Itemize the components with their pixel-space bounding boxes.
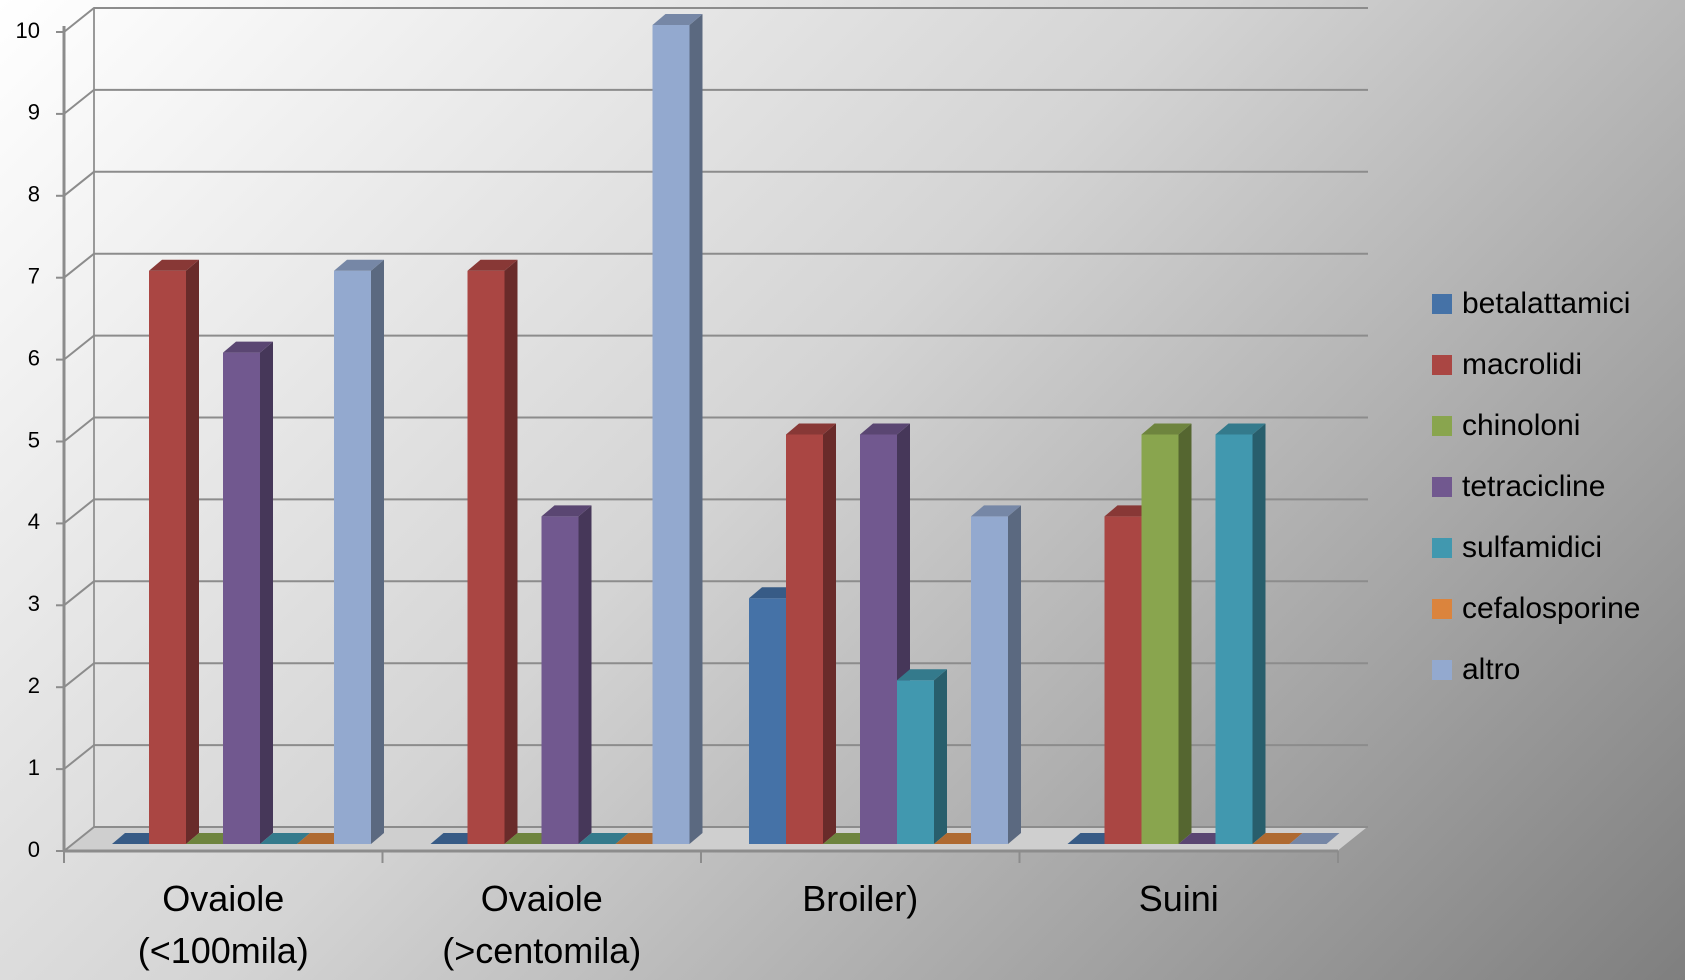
grid-line [63,252,1368,279]
bar-front [897,680,934,844]
grid-line [63,416,1368,443]
bar [971,505,1021,844]
bar [260,833,310,844]
bar-front [860,434,897,844]
bar-side [504,259,518,844]
bar-top [260,833,310,844]
bar [897,669,947,844]
x-tick-label: Ovaiole (<100mila) [137,878,309,971]
legend-label: sulfamidici [1462,531,1602,564]
legend-label: chinoloni [1462,409,1580,442]
bar-top [897,669,947,681]
bar-top [1215,423,1266,435]
grid-line [63,580,1368,607]
bar-top [223,341,273,353]
bar-front [652,25,690,844]
bar-front [786,434,823,844]
bar-top [1289,833,1340,844]
bar-side [823,423,836,844]
bar-top [578,833,629,844]
bar-front [1104,516,1142,844]
legend-swatch [1432,416,1452,436]
legend-swatch [1432,538,1452,558]
y-tick-label: 0 [28,837,40,862]
legend-label: altro [1462,653,1520,686]
y-tick-label: 7 [28,264,40,289]
legend-swatch [1432,355,1452,375]
bar-top [149,259,199,271]
legend-swatch [1432,477,1452,497]
legend-label: betalattamici [1462,287,1630,320]
y-tick-label: 3 [28,591,40,616]
bar-top [860,423,910,435]
bar-side [260,341,273,844]
bar [1141,423,1192,844]
y-tick-label: 4 [28,509,40,534]
bar [786,423,836,844]
y-tick-label: 5 [28,427,40,452]
bar-side [1008,505,1021,844]
x-tick-label: Ovaiole (>centomila) [442,878,642,971]
grid-line [63,7,1368,33]
bar-top [334,259,384,271]
bar [334,259,384,844]
bar-side [689,14,703,844]
grid-line [63,498,1368,525]
y-tick-label: 10 [16,18,40,43]
bar-side [371,259,384,844]
bar-front [971,516,1008,844]
bar [149,259,199,844]
bar-side [578,505,592,844]
grid-line [63,662,1368,688]
x-tick-label: Suini [1138,878,1219,919]
y-tick-label: 2 [28,673,40,698]
bar-front [1215,434,1253,844]
x-tick-label: Broiler) [802,878,919,919]
legend-swatch [1432,599,1452,619]
bar [1252,833,1303,844]
legend-swatch [1432,294,1452,314]
y-tick-label: 1 [28,755,40,780]
bar [541,505,592,844]
bar-side [1252,423,1266,844]
bar-front [1141,434,1179,844]
bar-side [186,259,199,844]
legend-swatch [1432,660,1452,680]
y-tick-label: 8 [28,182,40,207]
bar-top [971,505,1021,517]
bar-top [1252,833,1303,844]
bar-top [786,423,836,435]
bar [578,833,629,844]
grid-line [63,170,1368,197]
bar-front [334,270,371,844]
y-tick-label: 6 [28,345,40,370]
bar-side [934,669,947,844]
legend-label: tetracicline [1462,470,1605,503]
legend-label: cefalosporine [1462,592,1640,625]
bar [652,14,703,844]
bar [1215,423,1266,844]
bar-top [541,505,592,517]
bar-top [467,259,518,271]
bar-top [652,14,703,25]
bar-front [541,516,579,844]
legend-label: macrolidi [1462,348,1582,381]
bar [1289,833,1340,844]
bar-top [1141,423,1192,435]
bar-front [749,598,786,844]
bar-front [467,270,505,844]
bar-front [149,270,186,844]
grid-line [63,334,1368,361]
bar-front [223,352,260,844]
y-tick-label: 9 [28,100,40,125]
bar [223,341,273,844]
bar [467,259,518,844]
bar-side [1178,423,1192,844]
grid-line [63,88,1368,115]
